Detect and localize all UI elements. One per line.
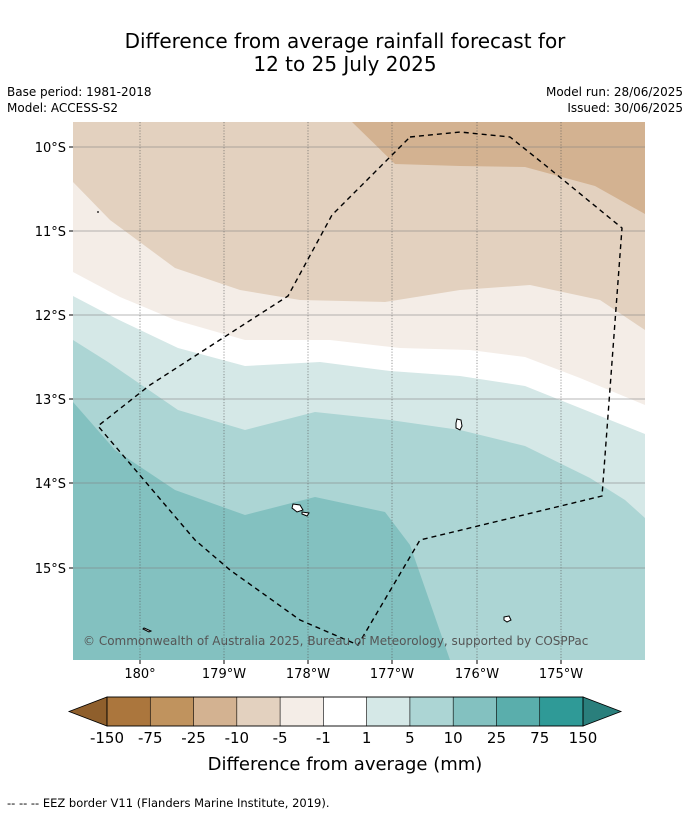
colorbar-segment: [106, 696, 151, 727]
lat-tick-marks: [69, 146, 73, 569]
lat-label-14s: 14°S: [35, 477, 66, 492]
copyright-text: © Commonwealth of Australia 2025, Bureau…: [83, 634, 588, 648]
colorbar-segment: [323, 696, 368, 727]
colorbar-tick-label: 150: [569, 729, 598, 747]
colorbar-segments: [106, 696, 584, 727]
meta-right: Model run: 28/06/2025 Issued: 30/06/2025: [546, 84, 683, 116]
model-run-text: Model run: 28/06/2025: [545, 85, 683, 99]
lon-label-178w: 178°W: [286, 667, 330, 682]
lat-label-15s: 15°S: [35, 562, 66, 577]
island-southeast: [503, 615, 512, 623]
colorbar-segment: [409, 696, 454, 727]
lat-label-12s: 12°S: [35, 309, 66, 324]
island-southwest: [142, 627, 153, 633]
issued-text: Issued: 30/06/2025: [567, 101, 683, 115]
eez-border: [96, 131, 623, 646]
longitude-gridlines: [139, 122, 562, 660]
meta-left: Base period: 1981-2018 Model: ACCESS-S2: [7, 84, 152, 116]
longitude-labels: 180° 179°W 178°W 177°W 176°W 175°W: [124, 667, 583, 682]
base-period-text: Base period: 1981-2018: [7, 85, 152, 99]
lon-label-179w: 179°W: [202, 667, 246, 682]
band-minus75-minus25: [352, 122, 645, 214]
colorbar-extend-low: [67, 696, 108, 727]
colorbar-segment: [452, 696, 498, 727]
colorbar-segment: [539, 696, 584, 727]
colorbar-title: Difference from average (mm): [208, 754, 483, 775]
title-line-1: Difference from average rainfall forecas…: [124, 29, 566, 53]
title-line-2: 12 to 25 July 2025: [253, 52, 437, 76]
colorbar-segment: [496, 696, 541, 727]
island-central: [291, 503, 304, 513]
colorbar-segment: [279, 696, 324, 727]
colorbar-tick-label: 75: [530, 729, 549, 747]
lat-label-11s: 11°S: [35, 225, 66, 240]
colorbar-frame: [106, 696, 584, 727]
colorbar-segment: [149, 696, 195, 727]
islands: [142, 418, 512, 633]
band-10-25: [73, 402, 450, 660]
colorbar-tick-label: 25: [487, 729, 506, 747]
lat-label-13s: 13°S: [35, 393, 66, 408]
latitude-labels: 10°S 11°S 12°S 13°S 14°S 15°S: [35, 141, 66, 577]
lon-label-177w: 177°W: [370, 667, 414, 682]
colorbar-tick-labels: -150 -75 -25 -10 -5 -1 1 5 10 25 75 150: [90, 729, 597, 747]
band-minus25-minus10: [73, 122, 645, 330]
colorbar-tick-label: -10: [225, 729, 250, 747]
colorbar-extend-high: [582, 696, 623, 727]
islet-dot: [97, 211, 99, 213]
lon-label-175w: 175°W: [539, 667, 583, 682]
map-title: Difference from average rainfall forecas…: [0, 30, 690, 76]
island-central-small: [301, 511, 310, 517]
colorbar-segment: [236, 696, 281, 727]
lon-label-176w: 176°W: [455, 667, 499, 682]
lon-label-180: 180°: [124, 667, 155, 682]
colorbar-segment: [366, 696, 411, 727]
colorbar-tick-label: 5: [405, 729, 415, 747]
lat-label-10s: 10°S: [35, 141, 66, 156]
latitude-gridlines: [73, 146, 645, 569]
colorbar-tick-label: 10: [444, 729, 463, 747]
colorbar-tick-label: -1: [316, 729, 331, 747]
colorbar-tick-label: -150: [90, 729, 124, 747]
colorbar-tick-label: -25: [181, 729, 206, 747]
model-text: Model: ACCESS-S2: [7, 101, 119, 115]
colorbar-tick-label: -75: [138, 729, 163, 747]
colorbar-tick-label: -5: [273, 729, 288, 747]
rainfall-map: © Commonwealth of Australia 2025, Bureau…: [73, 122, 645, 660]
colorbar-segment: [193, 696, 238, 727]
island-east: [455, 418, 463, 431]
colorbar: -150 -75 -25 -10 -5 -1 1 5 10 25 75 150 Difference …: [67, 696, 623, 775]
colorbar-tick-label: 1: [362, 729, 372, 747]
lon-tick-marks: [139, 660, 562, 664]
eez-footnote: -- -- -- EEZ border V11 (Flanders Marine…: [7, 796, 330, 810]
